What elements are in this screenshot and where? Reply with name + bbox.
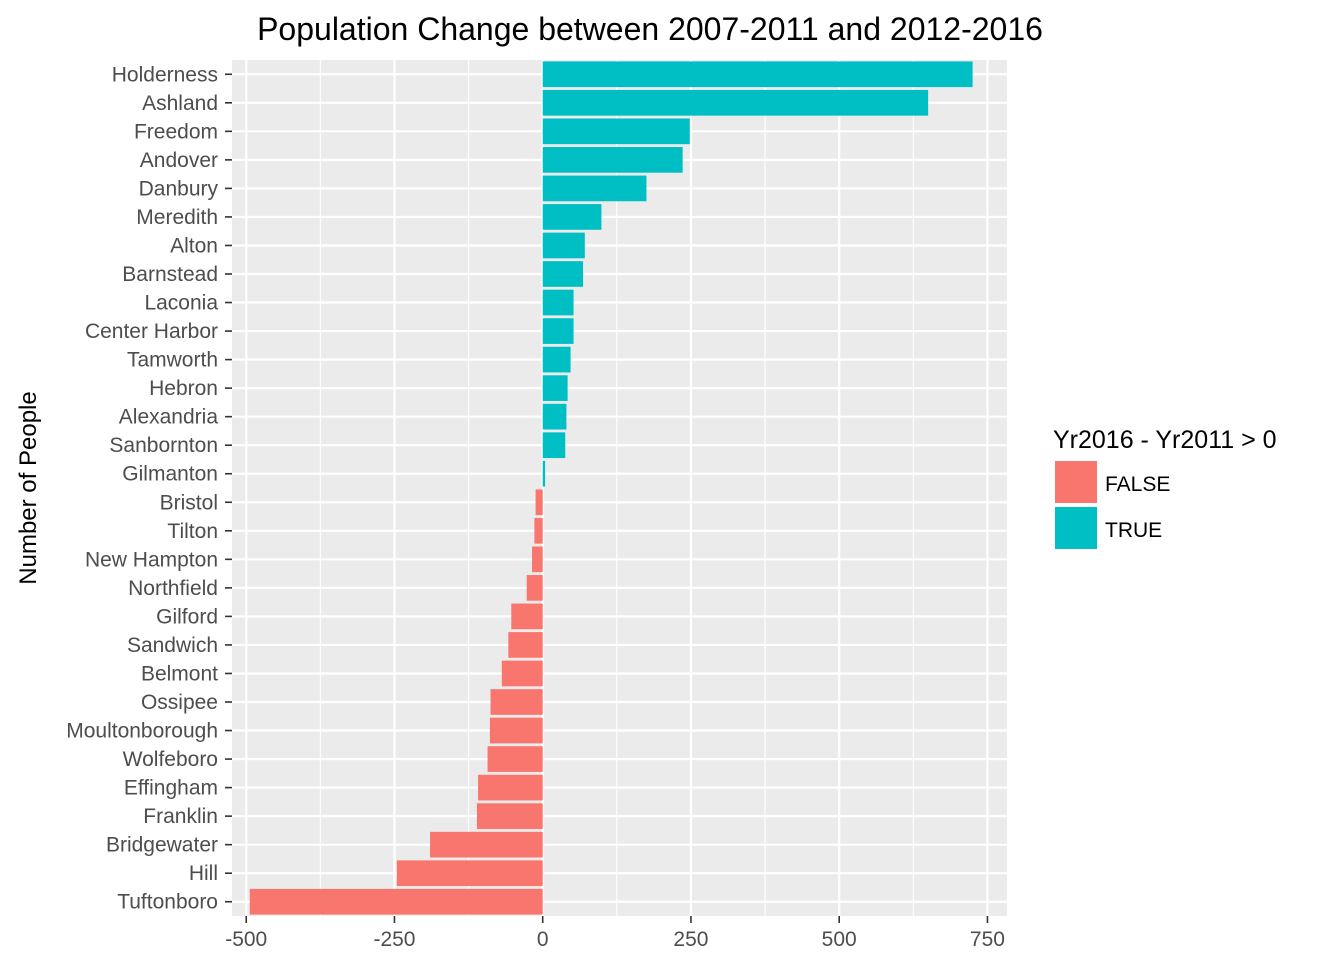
y-tick-label: Alton	[170, 234, 218, 257]
y-tick-label: Moultonborough	[66, 720, 218, 743]
bar-bridgewater	[430, 831, 543, 858]
bar-center-harbor	[542, 318, 574, 344]
bar-tamworth	[542, 346, 571, 373]
bar-ashland	[542, 89, 929, 116]
bar-wolfeboro	[487, 746, 543, 772]
bar-tilton	[534, 517, 543, 544]
y-tick-label: Meredith	[136, 206, 218, 229]
bar-hill	[396, 860, 543, 887]
y-tick-label: Ossipee	[141, 691, 218, 714]
y-tick-label: Holderness	[112, 63, 218, 86]
x-tick-label: -250	[373, 928, 415, 951]
y-tick-label: Northfield	[128, 577, 218, 600]
legend-label-true: TRUE	[1105, 519, 1162, 542]
y-tick-label: Bristol	[160, 491, 218, 514]
bar-sanbornton	[542, 432, 566, 459]
y-tick-label: Belmont	[141, 662, 218, 685]
legend-title: Yr2016 - Yr2011 > 0	[1053, 426, 1277, 454]
x-tick-label: 0	[537, 928, 549, 951]
x-tick-label: 750	[970, 928, 1005, 951]
y-tick-label: Bridgewater	[106, 834, 218, 857]
bar-moultonborough	[489, 717, 543, 744]
y-tick-label: Tuftonboro	[117, 891, 218, 914]
bar-gilford	[511, 603, 543, 630]
bar-hebron	[542, 375, 568, 401]
bar-ossipee	[490, 689, 543, 715]
chart-title: Population Change between 2007-2011 and …	[257, 11, 1043, 47]
y-tick-label: Wolfeboro	[123, 748, 218, 771]
bar-laconia	[542, 289, 574, 316]
bar-alton	[542, 232, 585, 259]
bar-tuftonboro	[249, 888, 543, 915]
y-tick-label: Ashland	[142, 92, 218, 115]
bar-gilmanton	[542, 460, 546, 487]
bar-bristol	[535, 489, 543, 516]
y-tick-label: Tamworth	[127, 349, 218, 372]
y-tick-label: Tilton	[167, 520, 218, 543]
bar-danbury	[542, 175, 647, 202]
y-tick-label: Sanbornton	[109, 434, 218, 457]
bar-andover	[542, 147, 683, 173]
legend: Yr2016 - Yr2011 > 0 FALSE TRUE	[1053, 426, 1277, 549]
bar-sandwich	[508, 632, 543, 658]
y-tick-label: Franklin	[143, 805, 218, 828]
x-axis: -500 -250 0 250 500 750	[225, 916, 1005, 951]
legend-items: FALSE TRUE	[1055, 461, 1170, 549]
legend-label-false: FALSE	[1105, 473, 1170, 496]
y-tick-label: Danbury	[139, 177, 219, 200]
bar-meredith	[542, 204, 602, 230]
minor-gridlines	[319, 60, 914, 916]
y-tick-label: Freedom	[134, 120, 218, 143]
bar-new-hampton	[532, 546, 543, 573]
y-tick-label: Sandwich	[127, 634, 218, 657]
bars	[249, 61, 973, 915]
bar-alexandria	[542, 403, 567, 430]
plot-panel	[232, 60, 1007, 916]
x-tick-label: -500	[225, 928, 267, 951]
y-tick-label: Gilmanton	[122, 463, 218, 486]
y-tick-label: Center Harbor	[85, 320, 218, 343]
y-tick-label: New Hampton	[85, 548, 218, 571]
y-axis-title: Number of People	[15, 391, 42, 584]
legend-key-true	[1055, 507, 1097, 549]
bar-northfield	[526, 575, 543, 601]
y-tick-label: Barnstead	[122, 263, 218, 286]
y-axis: Holderness Ashland Freedom Andover Danbury Me…	[66, 63, 232, 914]
y-tick-label: Laconia	[144, 292, 218, 315]
bar-effingham	[478, 774, 543, 801]
bar-barnstead	[542, 261, 584, 287]
legend-key-false	[1055, 461, 1097, 503]
bar-holderness	[542, 61, 973, 88]
y-tick-label: Hill	[189, 862, 218, 885]
y-tick-label: Effingham	[124, 777, 218, 800]
bar-freedom	[542, 118, 690, 145]
bar-franklin	[476, 803, 543, 829]
x-tick-label: 500	[822, 928, 857, 951]
y-tick-label: Alexandria	[119, 406, 219, 429]
x-tick-label: 250	[673, 928, 708, 951]
y-tick-label: Hebron	[149, 377, 218, 400]
y-tick-label: Gilford	[156, 605, 218, 628]
bar-belmont	[501, 660, 543, 687]
y-tick-label: Andover	[140, 149, 218, 172]
